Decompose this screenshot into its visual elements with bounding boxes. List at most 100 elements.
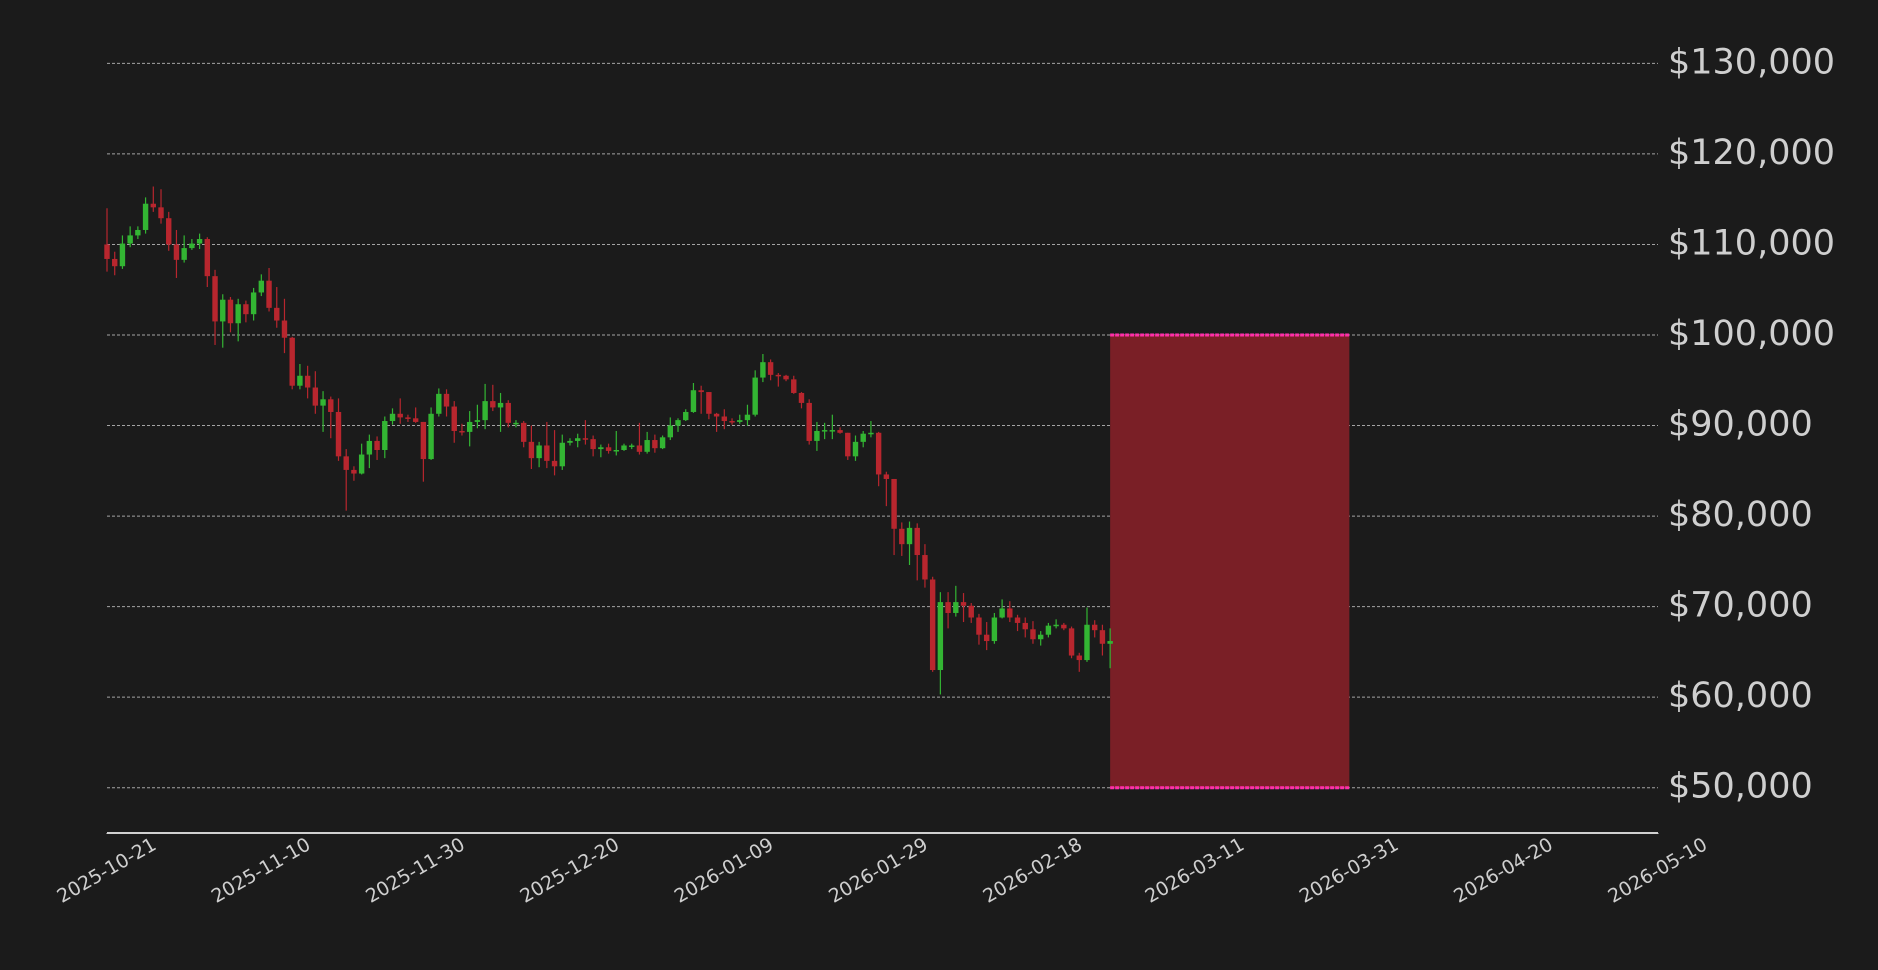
candle-body <box>405 417 411 419</box>
candle-body <box>243 304 249 315</box>
candle-body <box>721 416 728 422</box>
candle-body <box>852 441 859 457</box>
candle-body <box>135 229 141 236</box>
candle-body <box>1084 624 1090 661</box>
candle-body <box>428 413 434 460</box>
candle-body <box>860 433 866 442</box>
candle-body <box>806 402 812 441</box>
candle-body <box>382 421 388 451</box>
candle-body <box>1045 625 1052 635</box>
candle-body <box>575 438 581 441</box>
candle-body <box>328 399 334 412</box>
candle-body <box>1099 630 1106 644</box>
candle-body <box>204 239 211 277</box>
candle-body <box>189 243 195 249</box>
candle-body <box>744 414 751 421</box>
candle-body <box>235 304 241 324</box>
candle-body <box>158 207 164 219</box>
y-tick-label: $130,000 <box>1668 42 1835 82</box>
candle-body <box>644 440 650 452</box>
candle-body <box>513 422 519 425</box>
candle-body <box>775 374 782 377</box>
candle-body <box>212 276 218 322</box>
candle-body <box>783 375 789 380</box>
candle-body <box>1022 622 1028 630</box>
candle-body <box>837 430 843 433</box>
candle-body <box>598 447 604 450</box>
y-tick-label: $80,000 <box>1668 495 1813 535</box>
candle-body <box>420 421 427 460</box>
target-zone <box>1110 335 1350 788</box>
candle-body <box>690 390 697 412</box>
candle-body <box>536 445 542 459</box>
candle-body <box>875 432 882 475</box>
candle-body <box>659 437 666 449</box>
candle-body <box>798 392 805 403</box>
candle-body <box>1076 655 1082 661</box>
candle-body <box>845 432 851 457</box>
candle-body <box>567 440 573 443</box>
candle-body <box>274 307 280 321</box>
candle-body <box>104 244 110 259</box>
candle-body <box>389 413 396 422</box>
candle-body <box>551 460 558 467</box>
y-tick-label: $90,000 <box>1668 405 1813 445</box>
candle-body <box>999 608 1005 618</box>
candle-body <box>1068 628 1075 656</box>
candle-body <box>621 445 627 451</box>
candle-body <box>937 602 944 671</box>
candle-body <box>582 438 589 440</box>
candle-body <box>166 218 172 245</box>
candle-body <box>829 430 836 432</box>
candle-body <box>544 445 550 461</box>
candle-body <box>281 320 288 338</box>
candle-body <box>335 411 342 457</box>
candle-body <box>181 248 187 260</box>
candle-body <box>760 362 766 378</box>
candle-body <box>320 399 326 406</box>
candle-body <box>1061 624 1067 629</box>
candle-body <box>968 605 974 618</box>
candle-body <box>412 418 419 422</box>
candle-body <box>1092 624 1098 631</box>
y-tick-label: $110,000 <box>1668 223 1835 263</box>
candle-body <box>227 299 234 324</box>
candle-body <box>459 430 465 433</box>
candle-body <box>443 393 450 407</box>
candle-body <box>791 379 797 393</box>
candle-body <box>304 375 311 388</box>
candle-body <box>675 420 681 426</box>
candle-body <box>451 406 457 431</box>
candle-body <box>922 555 928 580</box>
candle-body <box>906 527 913 545</box>
candle-body <box>590 439 596 450</box>
candle-body <box>258 280 265 293</box>
candle-body <box>960 602 967 606</box>
candle-body <box>983 634 990 642</box>
y-tick-label: $50,000 <box>1668 767 1813 807</box>
candle-body <box>490 401 496 408</box>
candle-body <box>196 239 203 244</box>
candle-body <box>652 440 658 449</box>
candle-body <box>150 203 156 208</box>
candle-body <box>482 401 488 421</box>
candle-body <box>1107 641 1113 644</box>
y-tick-label: $100,000 <box>1668 314 1835 354</box>
candle-body <box>752 377 758 415</box>
candle-body <box>667 425 673 438</box>
candle-body <box>374 440 380 451</box>
candle-body <box>883 474 890 479</box>
candle-body <box>706 392 712 414</box>
candle-body <box>605 447 612 451</box>
candle-body <box>991 617 998 642</box>
candle-body <box>953 602 959 613</box>
candle-body <box>358 454 365 474</box>
candle-body <box>366 440 373 455</box>
candle-body <box>289 337 295 386</box>
candle-body <box>520 422 527 442</box>
candle-body <box>914 527 920 556</box>
candle-body <box>814 430 820 441</box>
candle-body <box>629 445 635 447</box>
